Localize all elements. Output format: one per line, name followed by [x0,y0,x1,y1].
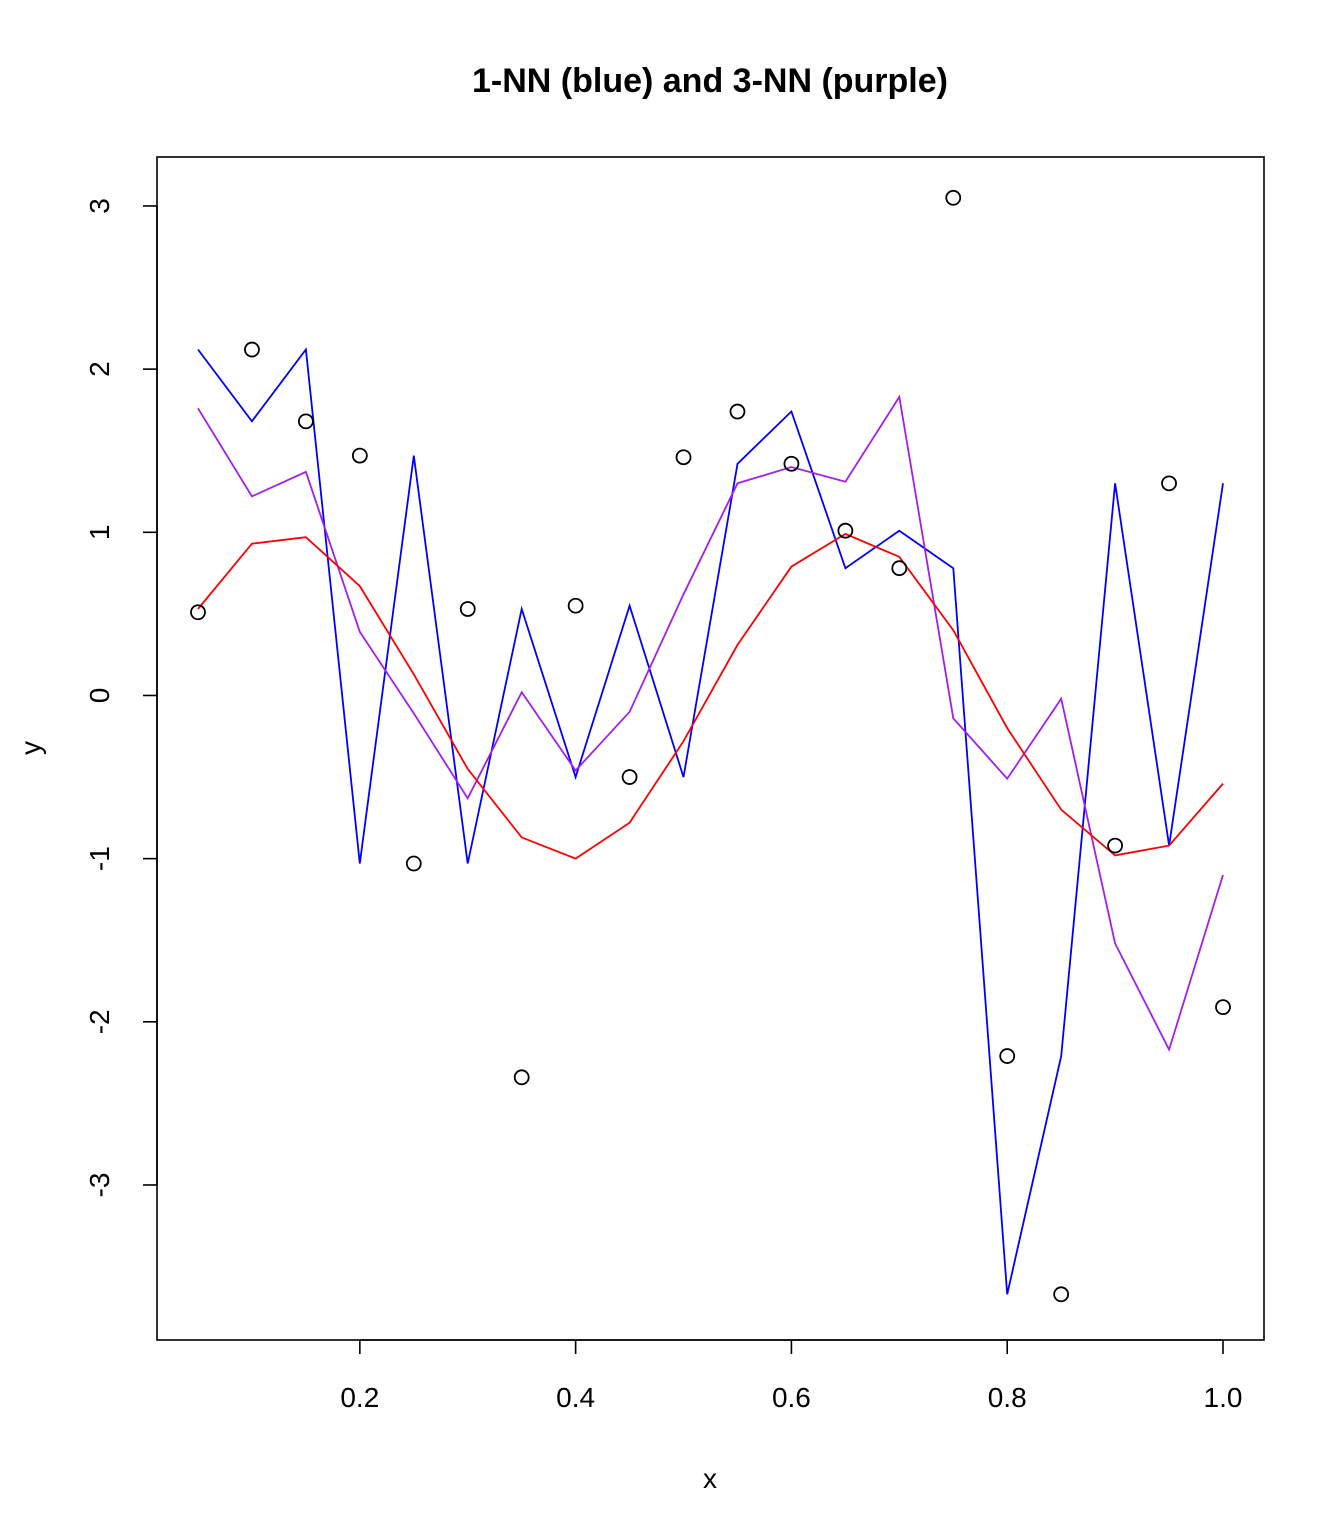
data-point [945,189,962,206]
data-point [351,447,368,464]
data-point [513,1069,530,1086]
data-point [1107,837,1124,854]
y-tick-label: 3 [84,198,115,214]
y-axis-label: y [15,741,46,755]
y-tick-label: 0 [84,688,115,704]
data-point [1161,475,1177,492]
data-points [190,189,1231,1303]
series-line-0 [197,347,1224,1295]
x-tick-label: 0.6 [772,1382,811,1413]
data-point [783,455,800,472]
x-tick-label: 0.8 [988,1382,1027,1413]
plot-frame [156,156,1265,1341]
x-tick-label: 0.4 [556,1382,595,1413]
data-point [567,597,584,614]
data-point [675,449,692,466]
data-point [621,769,638,785]
chart-title: 1-NN (blue) and 3-NN (purple) [472,62,948,100]
data-point [729,403,746,420]
y-tick-label: -3 [84,1173,115,1198]
data-point [999,1048,1016,1064]
series-line-1 [197,394,1224,1052]
y-axis: -3 -2 -1 0 1 2 3 [84,198,158,1198]
data-point [244,341,260,358]
data-point [459,601,476,617]
y-tick-label: -1 [84,846,115,871]
data-point [1215,999,1231,1016]
series-line-2 [197,532,1224,860]
x-axis: 0.2 0.4 0.6 0.8 1.0 [340,1339,1243,1413]
data-point [297,413,314,430]
data-point [891,560,908,577]
x-tick-label: 0.2 [340,1382,379,1413]
x-axis-label: x [703,1463,717,1494]
series-layer [197,347,1224,1295]
data-point [837,522,854,539]
data-point [405,855,422,872]
y-tick-label: -2 [84,1009,115,1034]
data-point [190,604,206,621]
data-point [1053,1286,1070,1303]
y-tick-label: 2 [84,361,115,377]
x-tick-label: 1.0 [1204,1382,1243,1413]
y-tick-label: 1 [84,525,115,541]
